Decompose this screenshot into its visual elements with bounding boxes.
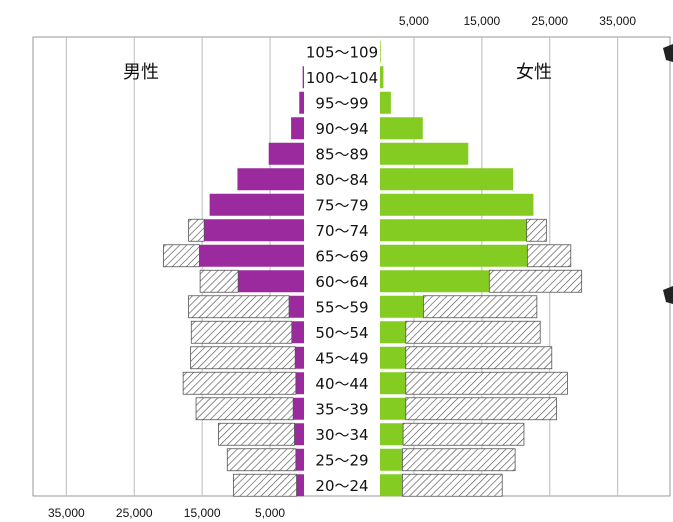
female-bar-hatched [405, 346, 553, 370]
female-bar-hatched [405, 320, 541, 344]
age-label: 100～104 [306, 69, 378, 87]
age-label: 45～49 [315, 349, 368, 367]
female-tick-label: 5,000 [399, 14, 429, 28]
female-bar [380, 142, 469, 165]
age-label: 75～79 [315, 196, 368, 214]
female-tick-label: 25,000 [531, 14, 568, 28]
age-label: 30～34 [315, 426, 368, 444]
female-bar [380, 40, 381, 63]
edge-mark-bottom [663, 286, 673, 304]
male-tick-label: 5,000 [255, 506, 285, 520]
male-bar-hatched [182, 371, 297, 395]
age-label: 85～89 [315, 145, 368, 163]
male-bar-hatched [188, 295, 290, 319]
male-bar [199, 244, 304, 267]
male-label: 男性 [123, 62, 159, 83]
female-bar-hatched [526, 244, 572, 268]
female-bar [380, 372, 406, 395]
age-label: 90～94 [315, 120, 368, 138]
male-tick-label: 25,000 [116, 506, 153, 520]
female-bar-hatched [402, 422, 525, 446]
male-bar [302, 66, 304, 89]
male-bar [238, 270, 304, 293]
female-bar [380, 321, 406, 344]
female-bar-hatched [405, 371, 568, 395]
female-bar-hatched [526, 218, 547, 242]
male-bar [209, 193, 304, 216]
male-bar-hatched [163, 244, 200, 268]
female-bar [380, 219, 527, 242]
male-bar [299, 91, 304, 114]
female-tick-label: 15,000 [463, 14, 500, 28]
age-label: 20～24 [315, 477, 368, 495]
age-label: 50～54 [315, 324, 368, 342]
female-bar-hatched [405, 397, 557, 421]
male-tick-label: 15,000 [184, 506, 221, 520]
age-label: 55～59 [315, 298, 368, 316]
male-bar [295, 372, 304, 395]
female-label: 女性 [516, 62, 552, 83]
male-bar [291, 321, 304, 344]
female-bar [380, 117, 423, 140]
male-bar [291, 117, 304, 140]
male-bar [295, 346, 304, 369]
male-bar-hatched [195, 397, 294, 421]
female-bar [380, 91, 391, 114]
female-bar [380, 346, 406, 369]
male-bar-hatched [190, 346, 296, 370]
female-bar-hatched [402, 448, 516, 472]
axis-ticks: 35,000 25,000 15,000 5,000 5,000 15,000 25,000… [48, 14, 636, 520]
female-bar-hatched [402, 473, 503, 497]
female-bar [380, 66, 384, 89]
male-bar-hatched [232, 473, 297, 497]
edge-mark-top [663, 44, 673, 62]
female-bar-hatched [423, 295, 538, 319]
male-bar [237, 168, 304, 191]
male-bar-hatched [226, 448, 297, 472]
age-label: 65～69 [315, 247, 368, 265]
female-bar [380, 168, 514, 191]
male-bar [295, 448, 304, 471]
age-labels: 105～109 100～104 95～99 90～94 85～89 80～84 75～79 7… [306, 43, 378, 495]
female-bar [380, 295, 424, 318]
male-bar-hatched [188, 218, 205, 242]
male-bar [293, 397, 304, 420]
male-bar [294, 423, 304, 446]
age-label: 70～74 [315, 222, 368, 240]
male-bar-hatched [190, 320, 293, 344]
age-label: 95～99 [315, 94, 368, 112]
male-bar [268, 142, 304, 165]
male-tick-label: 35,000 [48, 506, 85, 520]
female-bar [380, 448, 403, 471]
age-label: 80～84 [315, 171, 368, 189]
age-label: 60～64 [315, 273, 368, 291]
male-bar [296, 474, 304, 497]
age-label: 25～29 [315, 451, 368, 469]
female-bar [380, 270, 490, 293]
female-bar [380, 193, 534, 216]
male-bar [204, 219, 304, 242]
male-bar-hatched [218, 422, 295, 446]
age-label: 40～44 [315, 375, 368, 393]
female-bar [380, 423, 404, 446]
edge-marks [663, 44, 673, 304]
female-bar [380, 244, 528, 267]
age-label: 35～39 [315, 400, 368, 418]
age-label: 105～109 [306, 43, 378, 61]
bars [163, 40, 583, 497]
male-bar-hatched [199, 269, 239, 293]
female-bar-hatched [488, 269, 583, 293]
female-bar [380, 397, 406, 420]
female-tick-label: 35,000 [599, 14, 636, 28]
female-bar [380, 474, 403, 497]
male-bar [289, 295, 304, 318]
